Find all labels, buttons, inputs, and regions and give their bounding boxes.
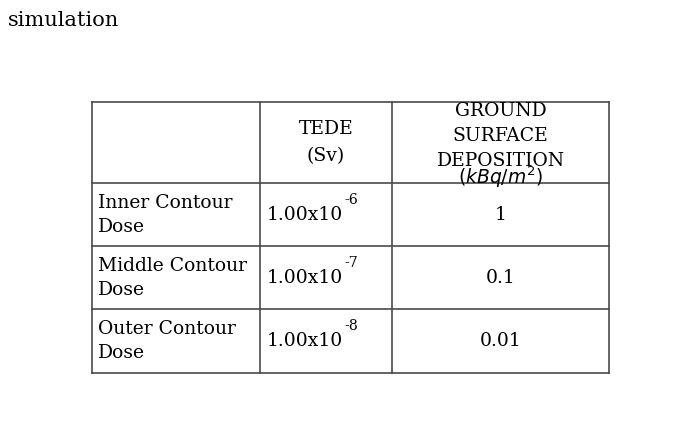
Text: 1.00x10: 1.00x10 bbox=[267, 269, 343, 287]
Text: GROUND
SURFACE
DEPOSITION: GROUND SURFACE DEPOSITION bbox=[436, 102, 565, 170]
Text: Inner Contour
Dose: Inner Contour Dose bbox=[98, 194, 233, 236]
Text: 0.1: 0.1 bbox=[486, 269, 516, 287]
Text: 1.00x10: 1.00x10 bbox=[267, 332, 343, 350]
Text: TEDE
(Sv): TEDE (Sv) bbox=[299, 121, 354, 165]
Text: 1: 1 bbox=[495, 206, 507, 224]
Text: $(kBq/m^2)$: $(kBq/m^2)$ bbox=[458, 164, 543, 190]
Text: -7: -7 bbox=[345, 256, 358, 270]
Text: -8: -8 bbox=[345, 319, 358, 333]
Text: 0.01: 0.01 bbox=[479, 332, 521, 350]
Text: simulation: simulation bbox=[8, 11, 120, 30]
Text: Outer Contour
Dose: Outer Contour Dose bbox=[98, 320, 236, 362]
Text: Middle Contour
Dose: Middle Contour Dose bbox=[98, 257, 247, 299]
Text: -6: -6 bbox=[345, 193, 358, 207]
Text: 1.00x10: 1.00x10 bbox=[267, 206, 343, 224]
